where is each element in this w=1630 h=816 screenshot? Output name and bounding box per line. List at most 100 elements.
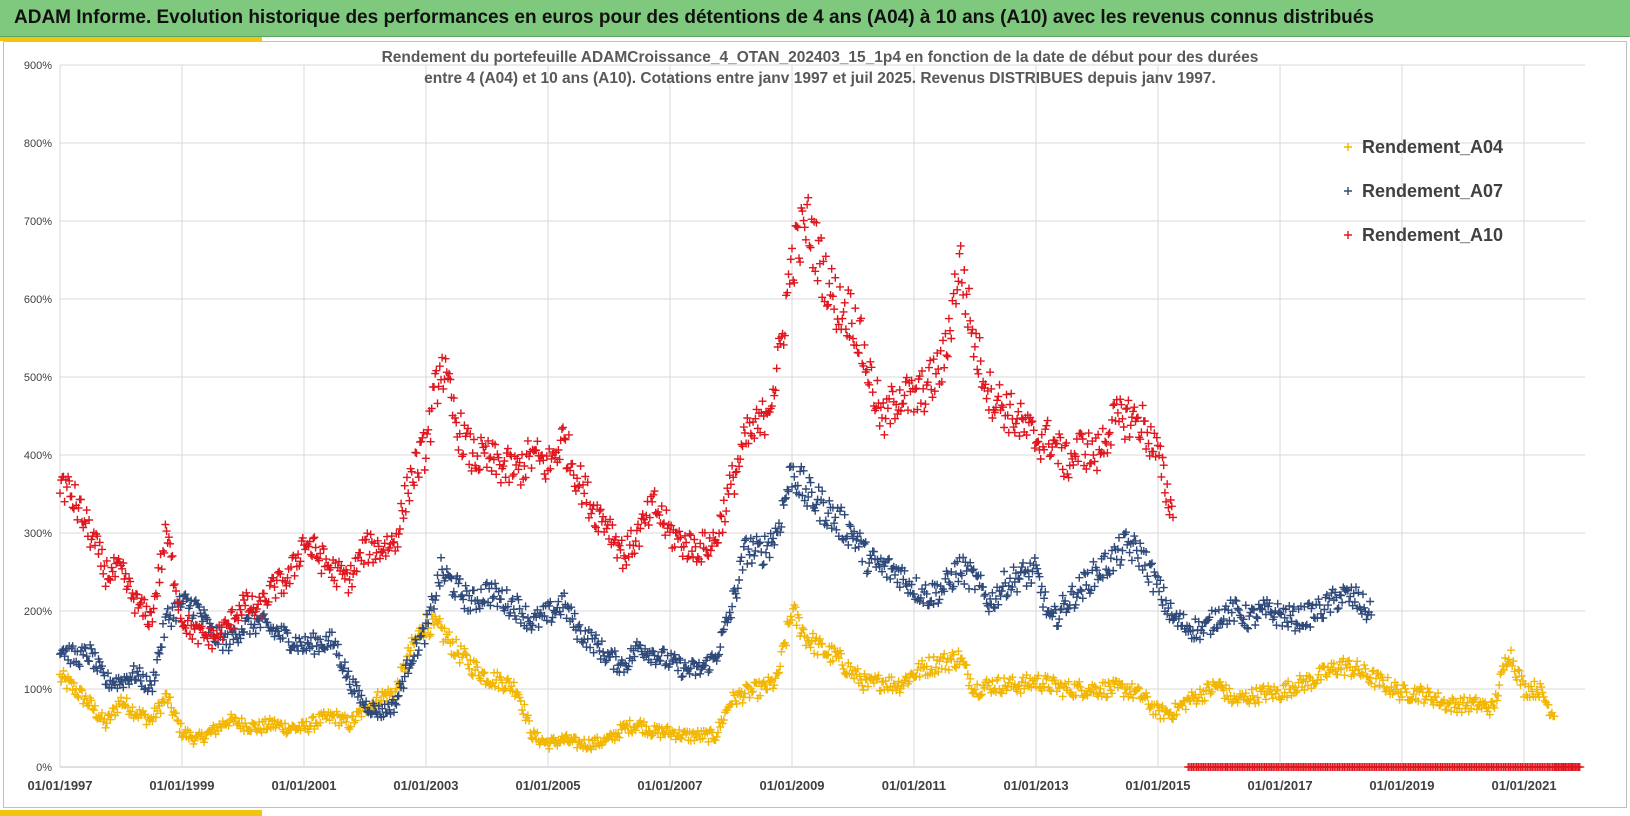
a04-point [435,614,444,623]
a07-point [599,648,608,656]
a07-point [284,637,293,646]
a10-point [1159,461,1168,470]
a07-point [969,565,978,574]
a04-point [1305,672,1314,681]
a10-point [1045,452,1054,461]
a04-point [380,689,389,698]
a04-point [160,698,169,706]
legend-marker [1344,143,1352,151]
a10-point [1138,401,1147,410]
a07-point [916,593,925,602]
a10-point [854,349,863,358]
a07-point [895,583,904,592]
a07-point [825,496,834,505]
a10-point [98,545,106,554]
a04-point [542,737,551,746]
a07-point [1266,608,1275,616]
a04-point [623,722,632,730]
a04-point [1247,685,1256,694]
a10-point [399,514,408,523]
a10-point [765,408,774,417]
a04-point [308,713,317,722]
a04-point [571,733,580,742]
a07-point [1072,593,1081,602]
a07-point [1352,583,1360,592]
a04-point [1076,683,1085,692]
a04-point [1440,695,1448,704]
a10-point [771,386,780,395]
a04-point [515,693,524,702]
a10-point [753,424,762,433]
x-axis-ticks: 01/01/1997 01/01/1999 01/01/2001 01/01/2003… [27,778,1556,793]
a10-point [456,409,465,418]
a07-point [726,613,735,622]
a07-point [1276,609,1284,618]
a07-point [431,596,440,604]
a10-point [1119,423,1128,431]
a07-point [1314,595,1323,604]
a07-point [126,673,135,682]
a04-point [1342,663,1351,672]
a07-point [310,650,319,659]
a07-point [393,692,402,701]
a04-point [839,664,848,673]
a07-point [957,571,966,580]
a10-point [927,385,936,394]
a07-point [1366,597,1375,606]
a10-point [216,629,225,638]
a07-point [1030,554,1039,562]
a10-point [317,569,326,578]
a04-point [1494,691,1502,700]
a04-point [915,672,924,681]
a07-point [1071,600,1080,609]
a04-point [113,708,122,717]
a10-point [304,542,313,551]
a10-point [62,483,71,492]
a10-point [1002,390,1011,399]
a07-point [686,664,695,673]
a10-point [828,292,837,301]
a10-point [1106,440,1115,449]
a10-point [196,624,205,633]
a10-point [1101,437,1110,446]
a10-point [348,582,356,591]
a07-point [966,558,975,567]
a07-point [782,493,791,502]
a04-point [1409,690,1418,699]
a10-point [390,538,398,546]
a04-point [962,660,971,669]
a04-point [644,726,653,735]
a04-point [302,717,311,726]
a07-point [1213,624,1222,632]
a04-point [786,612,795,621]
a04-point [87,696,96,705]
a10-point [805,241,814,250]
a04-point [62,684,71,693]
a07-point [1164,604,1173,613]
a10-point [294,550,303,559]
a10-point [1105,428,1114,437]
a10-point [1064,473,1073,482]
a07-point [379,712,388,721]
a10-point [952,299,960,308]
a04-point [872,675,881,684]
a07-point [1136,539,1145,548]
a04-point [172,709,180,718]
a07-point [521,602,530,611]
a04-point [1133,683,1142,692]
a10-point [401,507,410,516]
a07-point [850,527,859,536]
a07-point [845,520,854,529]
a10-point [439,384,448,393]
a04-point [1064,677,1073,686]
a04-point [1538,688,1547,697]
a10-point [169,581,178,590]
a04-point [1353,657,1362,666]
a07-point [765,553,774,562]
a07-point [1325,594,1334,603]
a04-point [1268,694,1277,703]
a10-point [1164,503,1173,512]
a04-point [957,654,966,663]
a10-point [85,516,94,524]
a04-point [1517,672,1526,680]
